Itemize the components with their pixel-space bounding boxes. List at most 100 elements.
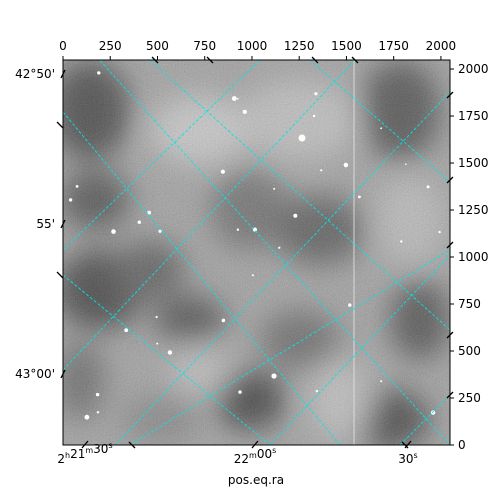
edge-tick (446, 331, 454, 339)
ra-tick-label: 30s (398, 451, 417, 466)
ra-tick-label: 22m00s (234, 446, 277, 466)
star (236, 228, 240, 231)
plot-frame (62, 59, 451, 446)
star (438, 230, 441, 234)
star (97, 71, 101, 75)
star (96, 411, 100, 414)
y-pixel-tick-label: 1000 (458, 250, 489, 264)
y-pixel-tick-label: 1500 (458, 156, 489, 170)
edge-tick (56, 121, 64, 129)
edge-tick (446, 391, 454, 399)
grid-line (399, 394, 450, 445)
star (155, 315, 158, 319)
coordinate-grid (63, 60, 450, 445)
star (251, 274, 254, 277)
star (343, 162, 349, 168)
noise-texture (63, 60, 450, 445)
star (238, 390, 242, 394)
ra-tick (251, 440, 259, 449)
star (111, 229, 116, 234)
x-pixel-tick-label: 1250 (284, 39, 315, 53)
y-pixel-tick-label: 2000 (458, 62, 489, 76)
image-panel (63, 60, 450, 445)
stars (68, 71, 441, 420)
star (314, 92, 318, 96)
x-pixel-tick-label: 2000 (426, 39, 457, 53)
edge-tick (446, 241, 454, 249)
x-pixel-tick-label: 500 (146, 39, 169, 53)
dec-tick-label: 55' (36, 217, 55, 231)
dec-tick (60, 219, 66, 229)
star (293, 213, 298, 218)
grid-line (98, 60, 450, 445)
edge-tick (446, 91, 454, 99)
grid-line (309, 60, 450, 183)
x-pixel-tick-label: 0 (59, 39, 67, 53)
dec-tick (60, 69, 66, 79)
edge-tick (151, 56, 159, 64)
star (252, 227, 257, 232)
y-pixel-tick-label: 1250 (458, 203, 489, 217)
grid-line (114, 91, 450, 445)
star (221, 318, 226, 323)
x-pixel-tick-label: 750 (193, 39, 216, 53)
star (320, 169, 323, 172)
grid-line (63, 60, 356, 371)
star (348, 303, 352, 307)
star (405, 163, 407, 165)
x-axis-label: pos.eq.ra (227, 473, 285, 487)
y-pixel-tick-label: 750 (458, 297, 481, 311)
y-pixel-tick-label: 1750 (458, 109, 489, 123)
star (400, 240, 403, 243)
star (358, 195, 361, 199)
star (312, 114, 316, 118)
star (380, 127, 382, 130)
world-axis-ticks: 2h21m30s 22m00s 30s 42°50' 55' 43°00' (15, 56, 454, 466)
x-pixel-tick-label: 1750 (378, 39, 409, 53)
star (158, 229, 162, 233)
dec-tick-label: 43°00' (15, 367, 55, 381)
star (430, 410, 436, 415)
edge-tick (206, 56, 214, 64)
edge-tick (56, 271, 64, 279)
x-pixel-tick-label: 1500 (331, 39, 362, 53)
star (75, 185, 79, 188)
edge-tick (351, 56, 359, 64)
star (137, 220, 141, 224)
y-pixel-tick-label: 500 (458, 344, 481, 358)
edge-tick (446, 176, 454, 184)
star (156, 342, 159, 345)
star (236, 97, 239, 100)
grid-line (149, 60, 450, 331)
star (167, 350, 173, 355)
dec-tick (60, 369, 66, 379)
star (124, 328, 129, 333)
star (231, 96, 237, 101)
star (298, 134, 306, 142)
ra-tick (81, 440, 89, 449)
star (242, 109, 247, 114)
star (273, 187, 276, 190)
star (380, 380, 383, 383)
y-pixel-tick-label: 0 (458, 438, 466, 452)
star (95, 392, 100, 397)
edge-tick (401, 441, 409, 449)
grid-line (269, 254, 450, 445)
star (220, 169, 225, 174)
x-pixel-tick-label: 250 (99, 39, 122, 53)
ra-tick-label: 2h21m30s (57, 441, 112, 466)
star (271, 373, 277, 379)
edge-tick (311, 56, 319, 64)
star (315, 389, 319, 393)
star (147, 210, 152, 215)
star (68, 198, 73, 202)
edge-tick (128, 441, 136, 449)
pixel-axis-ticks: 0 250 500 750 1000 1250 1500 1750 2000 0 250 500 750… (59, 39, 488, 452)
grid-line (129, 249, 450, 445)
grid-line (63, 111, 341, 445)
star (278, 246, 281, 249)
x-pixel-tick-label: 1000 (237, 39, 268, 53)
y-pixel-tick-label: 250 (458, 391, 481, 405)
dec-tick-label: 42°50' (15, 67, 55, 81)
